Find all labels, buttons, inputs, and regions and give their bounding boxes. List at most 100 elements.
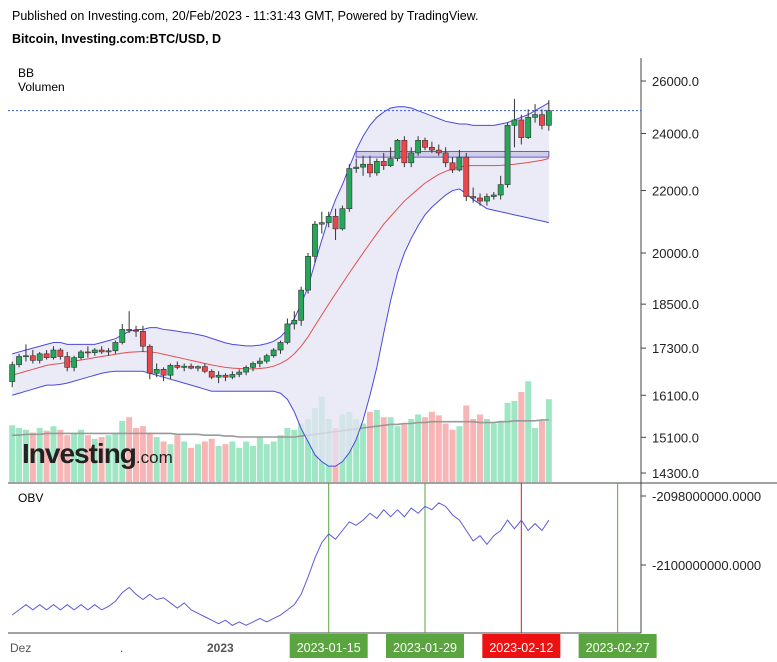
price-tick-label: 22000.0 <box>652 184 699 199</box>
candle-body <box>539 114 545 126</box>
date-label-text: 2023-02-12 <box>489 641 553 655</box>
candle-body <box>490 194 497 197</box>
volume-bar <box>105 435 112 482</box>
candle-body <box>126 329 133 331</box>
volume-bar <box>428 411 435 482</box>
volume-bar <box>449 429 456 482</box>
volume-bar <box>360 423 367 482</box>
candle-body <box>174 365 181 368</box>
volume-bar <box>139 426 146 482</box>
volume-bar <box>146 432 153 482</box>
candle-body <box>532 114 538 118</box>
candle-body <box>422 140 428 148</box>
candle-body <box>415 140 422 154</box>
volume-bar <box>401 423 408 482</box>
bollinger-fill <box>12 102 549 467</box>
x-label-dot: . <box>120 641 123 655</box>
candle-body <box>16 356 22 365</box>
volume-bar <box>456 426 463 482</box>
candle-body <box>470 196 477 199</box>
volume-bar <box>394 426 401 482</box>
candle-body <box>318 222 325 225</box>
candle-body <box>84 351 91 354</box>
volume-bar <box>435 415 442 482</box>
candle-body <box>195 366 201 369</box>
published-caption: Published on Investing.com, 20/Feb/2023 … <box>12 9 479 23</box>
volume-bar <box>250 446 256 482</box>
volume-bar <box>525 381 532 482</box>
obv-indicator-label[interactable]: OBV <box>18 491 44 505</box>
volume-bar <box>305 419 312 482</box>
candle-body <box>442 152 449 164</box>
candle-body <box>504 125 511 185</box>
volume-bar <box>9 425 16 482</box>
volume-indicator-label[interactable]: Volumen <box>18 80 65 94</box>
candle-body <box>401 140 408 164</box>
volume-bar <box>153 437 160 482</box>
volume-bar <box>518 392 525 482</box>
volume-bar <box>126 417 133 482</box>
volume-bar <box>222 444 229 482</box>
price-tick-label: 17300.0 <box>652 341 699 356</box>
volume-bar <box>284 428 291 482</box>
volume-bar <box>236 447 243 482</box>
candle-body <box>312 223 318 257</box>
candle-body <box>153 369 160 374</box>
volume-bar <box>43 430 50 482</box>
candle-body <box>215 374 222 378</box>
volume-bar <box>408 419 415 482</box>
volume-bar <box>22 429 29 482</box>
candle-body <box>456 156 463 171</box>
candle-body <box>284 323 291 343</box>
volume-bar <box>422 417 428 482</box>
date-label-box <box>289 634 368 658</box>
candle-body <box>367 163 373 174</box>
date-label-box <box>482 634 561 658</box>
volume-bar <box>442 423 449 482</box>
candle-body <box>298 289 305 321</box>
volume-bar <box>470 419 477 482</box>
volume-bar <box>463 405 470 482</box>
candle-body <box>463 156 470 197</box>
volume-bar <box>229 441 236 482</box>
volume-bar <box>497 420 504 482</box>
symbol-title: Bitcoin, Investing.com:BTC/USD, D <box>12 32 222 46</box>
volume-bar <box>174 435 181 482</box>
volume-bar <box>353 419 360 482</box>
candle-body <box>105 350 112 353</box>
candle-body <box>140 330 146 347</box>
candle-body <box>270 349 277 357</box>
date-label-text: 2023-01-15 <box>297 641 361 655</box>
candle-body <box>525 116 532 138</box>
bb-indicator-label[interactable]: BB <box>18 66 35 80</box>
volume-bar <box>16 428 23 482</box>
volume-bar <box>298 423 305 482</box>
candle-body <box>98 349 105 353</box>
candle-body <box>119 329 126 343</box>
bollinger-lower-line <box>12 188 549 467</box>
volume-bar <box>263 444 270 482</box>
price-tick-label: 24000.0 <box>652 126 699 141</box>
price-tick-label: 20000.0 <box>652 246 699 261</box>
candle-body <box>112 342 119 352</box>
volume-bar <box>366 411 373 482</box>
candle-body <box>373 161 380 174</box>
volume-bar <box>84 435 91 482</box>
volume-bar <box>277 435 284 482</box>
candle-body <box>545 110 552 126</box>
candle-body <box>243 367 250 373</box>
obv-panel <box>11 502 550 626</box>
volume-bar <box>208 438 215 482</box>
candle-body <box>64 356 71 368</box>
candle-body <box>325 216 332 223</box>
candle-body <box>353 166 360 169</box>
volume-bar <box>119 420 126 482</box>
candle-body <box>188 365 194 369</box>
volume-bar <box>215 446 222 482</box>
price-tick-label: 15100.0 <box>652 430 699 445</box>
candle-body <box>23 355 29 358</box>
volume-bar <box>78 429 84 482</box>
volume-bar <box>490 423 497 482</box>
bollinger-upper-line <box>12 102 550 355</box>
